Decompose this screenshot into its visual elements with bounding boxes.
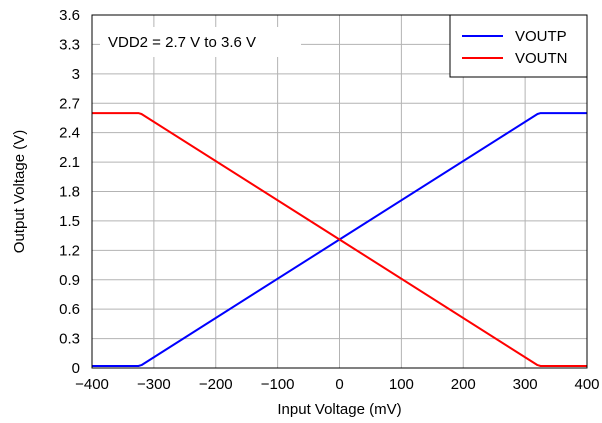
y-tick-label: 1.8 — [59, 184, 80, 201]
x-tick-label: −200 — [199, 376, 233, 393]
x-tick-label: 200 — [451, 376, 476, 393]
y-tick-label: 2.1 — [59, 154, 80, 171]
x-tick-label: −100 — [261, 376, 295, 393]
x-tick-label: 300 — [513, 376, 538, 393]
x-tick-label: −300 — [137, 376, 171, 393]
y-tick-label: 0.3 — [59, 331, 80, 348]
y-tick-label: 0.9 — [59, 272, 80, 289]
legend-label-voutn: VOUTN — [515, 50, 568, 67]
x-tick-label: 100 — [389, 376, 414, 393]
annotation-box: VDD2 = 2.7 V to 3.6 V — [100, 27, 301, 57]
plot-area-frame — [91, 14, 588, 369]
x-tick-label: 0 — [335, 376, 343, 393]
x-tick-label: 400 — [574, 376, 599, 393]
y-tick-label: 0.6 — [59, 301, 80, 318]
x-axis-ticks: −400 −300 −200 −100 0 100 200 300 400 — [75, 376, 599, 393]
y-tick-label: 2.4 — [59, 125, 80, 142]
series-line-voutn — [92, 112, 587, 367]
annotation-text: VDD2 = 2.7 V to 3.6 V — [108, 34, 256, 51]
y-tick-label: 0 — [72, 360, 80, 377]
x-tick-label: −400 — [75, 376, 109, 393]
y-tick-label: 1.2 — [59, 242, 80, 259]
legend-label-voutp: VOUTP — [515, 28, 567, 45]
y-axis-ticks: 0 0.3 0.6 0.9 1.2 1.5 1.8 2.1 2.4 2.7 3 3.3 3.6 — [59, 7, 80, 377]
x-axis-label: Input Voltage (mV) — [277, 401, 401, 418]
y-tick-label: 3 — [72, 66, 80, 83]
legend: VOUTP VOUTN — [449, 14, 588, 78]
series-layer — [92, 112, 587, 367]
y-tick-label: 3.6 — [59, 7, 80, 24]
y-tick-label: 3.3 — [59, 36, 80, 53]
y-axis-label: Output Voltage (V) — [11, 130, 28, 253]
y-tick-label: 2.7 — [59, 95, 80, 112]
y-tick-label: 1.5 — [59, 213, 80, 230]
